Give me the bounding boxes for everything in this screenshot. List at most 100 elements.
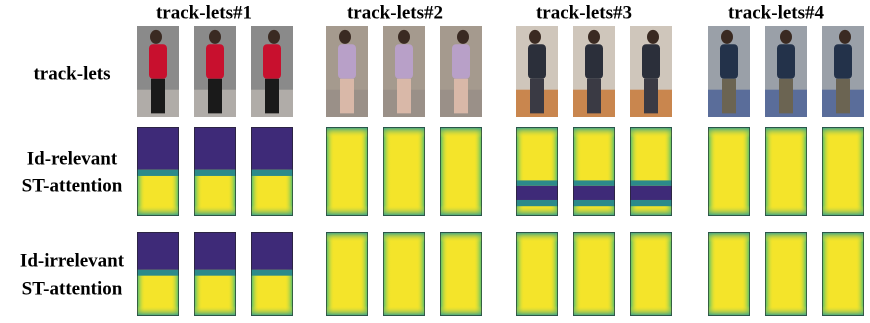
heatmap-dark <box>194 127 236 170</box>
person-legs <box>454 78 468 114</box>
heatmap-edge <box>516 232 558 316</box>
row-label: ST-attention <box>22 175 123 196</box>
attention-map <box>822 232 864 316</box>
tracklet-image <box>708 26 750 117</box>
heatmap-frame <box>137 127 179 216</box>
heatmap-mid <box>137 269 179 276</box>
heatmap-frame <box>573 232 615 316</box>
attention-map <box>326 127 368 216</box>
heatmap-mid <box>573 199 615 207</box>
heatmap-frame <box>194 127 236 216</box>
heatmap-edge <box>822 127 864 216</box>
heatmap-frame <box>822 127 864 216</box>
row-label: ST-attention <box>22 278 123 299</box>
heatmap-frame <box>194 232 236 316</box>
column-header: track-lets#2 <box>347 2 443 23</box>
person-body <box>338 44 356 79</box>
attention-map <box>137 127 179 216</box>
attention-map <box>440 127 482 216</box>
heatmap-dark <box>251 127 293 170</box>
person-head <box>457 29 469 44</box>
attention-map <box>516 127 558 216</box>
person-body <box>452 44 470 79</box>
person-head <box>588 29 600 44</box>
person-legs <box>208 78 222 114</box>
heatmap-frame <box>440 127 482 216</box>
attention-map <box>326 232 368 316</box>
heatmap-frame <box>708 127 750 216</box>
heatmap-dark <box>137 127 179 170</box>
tracklet-image <box>326 26 368 117</box>
tracklet-image <box>251 26 293 117</box>
heatmap-frame <box>326 232 368 316</box>
heatmap-mid <box>516 180 558 186</box>
person-body <box>149 44 167 79</box>
attention-map <box>708 127 750 216</box>
tracklet-image <box>573 26 615 117</box>
attention-map <box>573 127 615 216</box>
person-legs <box>151 78 165 114</box>
heatmap-edge <box>708 232 750 316</box>
person-legs <box>644 78 658 114</box>
person-body <box>263 44 281 79</box>
person-legs <box>836 78 850 114</box>
heatmap-edge <box>765 127 807 216</box>
attention-map <box>822 127 864 216</box>
heatmap-frame <box>822 232 864 316</box>
person-head <box>268 29 280 44</box>
tracklet-image <box>630 26 672 117</box>
person-legs <box>722 78 736 114</box>
attention-map <box>194 127 236 216</box>
heatmap-frame <box>765 127 807 216</box>
heatmap-frame <box>251 127 293 216</box>
person-body <box>834 44 852 79</box>
attention-map <box>194 232 236 316</box>
heatmap-edge <box>573 232 615 316</box>
heatmap-frame <box>630 232 672 316</box>
person-body <box>720 44 738 79</box>
person-legs <box>340 78 354 114</box>
heatmap-dark <box>630 185 672 200</box>
person-legs <box>265 78 279 114</box>
heatmap-frame <box>765 232 807 316</box>
heatmap-mid <box>630 180 672 186</box>
person-head <box>780 29 792 44</box>
heatmap-frame <box>137 232 179 316</box>
column-header: track-lets#4 <box>728 2 825 23</box>
tracklet-image <box>383 26 425 117</box>
heatmap-edge <box>708 127 750 216</box>
heatmap-edge <box>383 232 425 316</box>
heatmap-mid <box>630 199 672 207</box>
person-head <box>209 29 221 44</box>
person-head <box>647 29 659 44</box>
column-header: track-lets#1 <box>156 2 252 23</box>
heatmap-edge <box>630 232 672 316</box>
person-head <box>398 29 410 44</box>
attention-map <box>383 232 425 316</box>
attention-map <box>573 232 615 316</box>
person-head <box>839 29 851 44</box>
heatmap-edge <box>822 232 864 316</box>
heatmap-mid <box>251 269 293 276</box>
person-legs <box>779 78 793 114</box>
heatmap-mid <box>251 169 293 176</box>
heatmap-frame <box>630 127 672 216</box>
tracklet-image <box>765 26 807 117</box>
attention-map <box>516 232 558 316</box>
heatmap-dark <box>573 185 615 200</box>
heatmap-dark <box>516 185 558 200</box>
attention-map <box>251 232 293 316</box>
person-body <box>585 44 603 79</box>
heatmap-frame <box>516 232 558 316</box>
heatmap-edge <box>326 232 368 316</box>
person-legs <box>530 78 544 114</box>
attention-map <box>137 232 179 316</box>
column-header: track-lets#3 <box>536 2 632 23</box>
heatmap-frame <box>326 127 368 216</box>
heatmap-frame <box>516 127 558 216</box>
tracklet-image <box>137 26 179 117</box>
heatmap-edge <box>440 232 482 316</box>
row-label: Id-relevant <box>27 148 118 169</box>
heatmap-dark <box>251 232 293 270</box>
